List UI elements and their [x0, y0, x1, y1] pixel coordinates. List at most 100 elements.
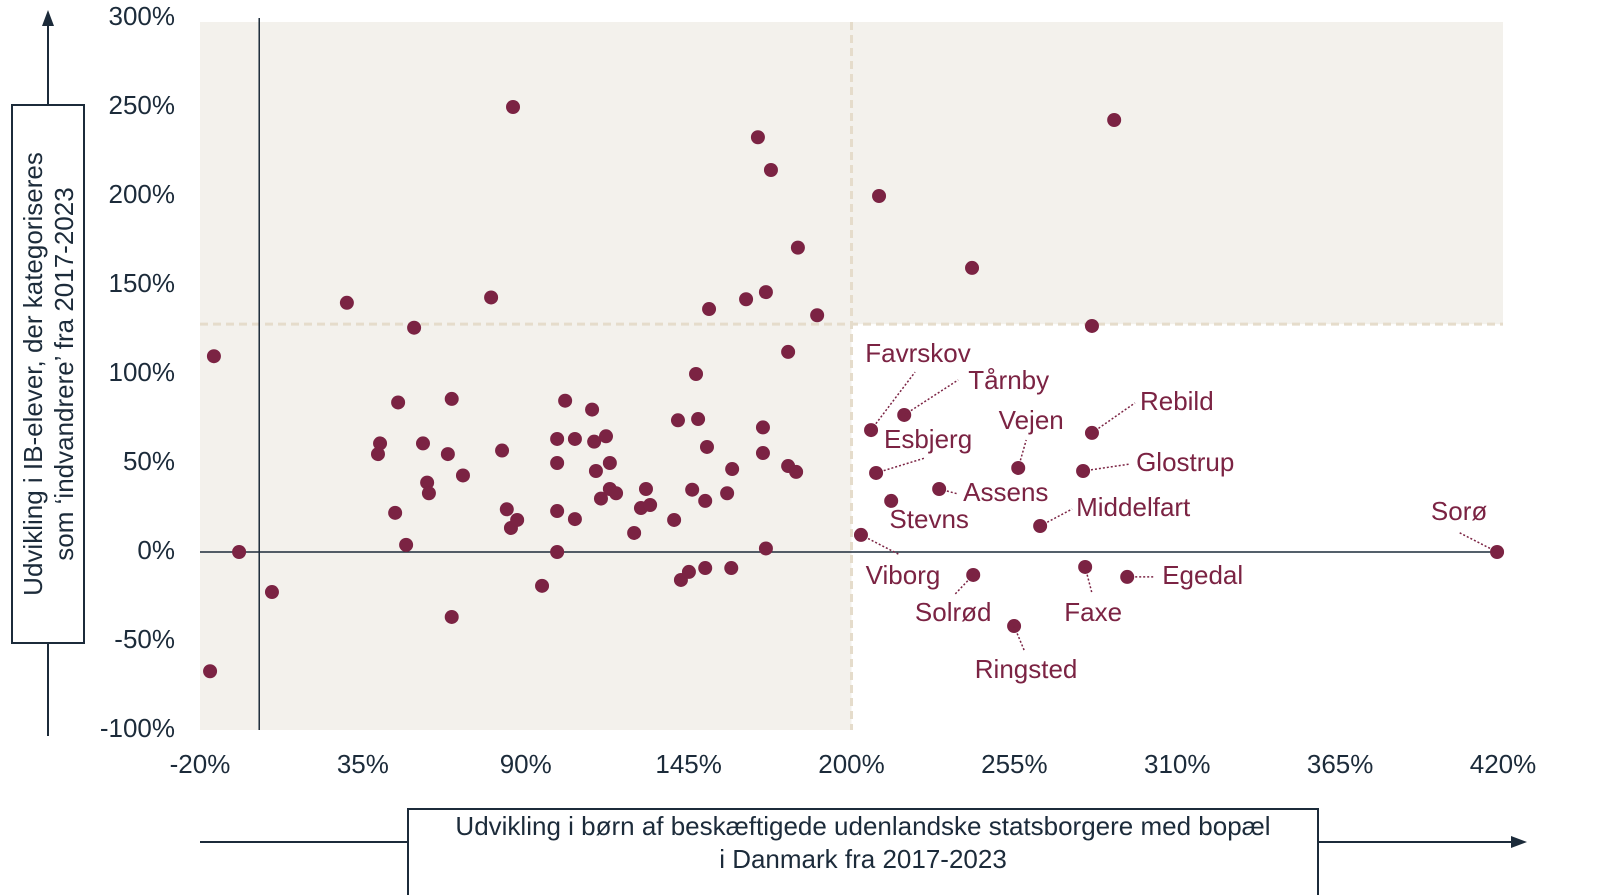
- data-point: [758, 541, 773, 556]
- data-point: [455, 468, 470, 483]
- data-point: [588, 464, 603, 479]
- data-point: [550, 431, 565, 446]
- y-axis-label: som ‘indvandrere’ fra 2017-2023: [49, 187, 79, 560]
- data-point: [681, 564, 696, 579]
- leader-line: [1084, 566, 1093, 595]
- point-label: Vejen: [999, 405, 1064, 435]
- data-point: [567, 431, 582, 446]
- shaded-region: [851, 22, 1503, 325]
- data-point: [691, 412, 706, 427]
- x-tick-label: 420%: [1470, 749, 1537, 779]
- data-point: [444, 609, 459, 624]
- data-point: [602, 456, 617, 470]
- leader-line: [1017, 439, 1027, 469]
- leader-line: [1013, 625, 1025, 651]
- data-point: [203, 664, 218, 679]
- data-point: [510, 512, 525, 527]
- data-point: [720, 486, 735, 501]
- data-point: [420, 475, 435, 490]
- data-point: [373, 436, 388, 451]
- y-tick-label: 200%: [109, 179, 176, 209]
- data-point: [206, 349, 221, 364]
- data-point: [391, 395, 406, 410]
- y-tick-label: 0%: [137, 535, 175, 565]
- data-point: [884, 493, 899, 508]
- data-point: [790, 240, 805, 255]
- y-tick-label: 300%: [109, 1, 176, 31]
- data-point: [670, 413, 685, 428]
- x-label-box: [407, 808, 1319, 895]
- point-label: Esbjerg: [884, 424, 972, 454]
- data-point: [585, 402, 600, 417]
- data-point: [698, 493, 713, 508]
- data-point: [789, 464, 804, 479]
- point-label: Egedal: [1162, 560, 1243, 590]
- data-point: [558, 393, 573, 408]
- data-point: [810, 308, 825, 323]
- leader-line: [1457, 531, 1498, 553]
- data-point: [421, 486, 436, 501]
- leader-line: [1091, 402, 1136, 434]
- leader-line: [860, 534, 901, 556]
- data-point: [781, 344, 796, 359]
- data-point: [685, 482, 700, 497]
- x-tick-label: 310%: [1144, 749, 1211, 779]
- data-point: [550, 504, 565, 519]
- data-point: [872, 189, 887, 203]
- data-point: [339, 295, 354, 310]
- data-point: [1084, 318, 1099, 333]
- data-point: [264, 585, 279, 600]
- point-label: Ringsted: [975, 654, 1078, 684]
- data-point: [506, 100, 521, 114]
- point-label: Assens: [963, 477, 1048, 507]
- data-point: [699, 439, 714, 454]
- data-point: [444, 391, 459, 406]
- x-tick-label: 145%: [655, 749, 722, 779]
- data-point: [587, 434, 602, 449]
- data-point: [370, 447, 385, 462]
- point-label: Stevns: [889, 504, 969, 534]
- data-point: [702, 302, 717, 317]
- y-tick-label: 150%: [109, 268, 176, 298]
- x-axis-label: i Danmark fra 2017-2023: [719, 844, 1007, 874]
- data-point: [750, 130, 765, 145]
- y-axis-label: Udvikling i IB-elever, der kategoriseres: [18, 152, 48, 596]
- y-label-box: [11, 104, 85, 644]
- data-point: [689, 367, 704, 381]
- leader-line: [954, 574, 974, 595]
- data-point: [388, 505, 403, 520]
- data-point: [593, 491, 608, 506]
- y-tick-label: 100%: [109, 357, 176, 387]
- x-tick-label: 90%: [500, 749, 552, 779]
- point-label: Middelfart: [1076, 492, 1191, 522]
- point-label: Faxe: [1064, 597, 1122, 627]
- point-label: Glostrup: [1136, 447, 1234, 477]
- data-point: [1107, 112, 1122, 127]
- data-point: [758, 285, 773, 300]
- y-tick-label: -50%: [114, 624, 175, 654]
- data-point: [499, 502, 514, 517]
- y-tick-label: 50%: [123, 446, 175, 476]
- y-tick-label: -100%: [100, 713, 175, 743]
- data-point: [495, 443, 510, 458]
- data-point: [550, 456, 565, 470]
- leader-line: [1082, 463, 1131, 472]
- data-point: [698, 561, 713, 576]
- leader-line: [903, 379, 959, 416]
- data-point: [755, 420, 770, 435]
- x-axis-label: Udvikling i børn af beskæftigede udenlan…: [455, 811, 1270, 841]
- x-tick-label: 35%: [337, 749, 389, 779]
- shaded-region: [200, 22, 852, 730]
- leader-line: [870, 371, 916, 431]
- data-point: [407, 320, 422, 335]
- point-label: Tårnby: [968, 365, 1049, 395]
- data-point: [724, 561, 739, 576]
- data-point: [609, 486, 624, 501]
- data-point: [535, 578, 550, 593]
- data-point: [399, 537, 414, 552]
- data-point: [627, 525, 642, 540]
- leader-line: [938, 488, 959, 495]
- data-point: [599, 429, 614, 444]
- point-label: Rebild: [1140, 386, 1214, 416]
